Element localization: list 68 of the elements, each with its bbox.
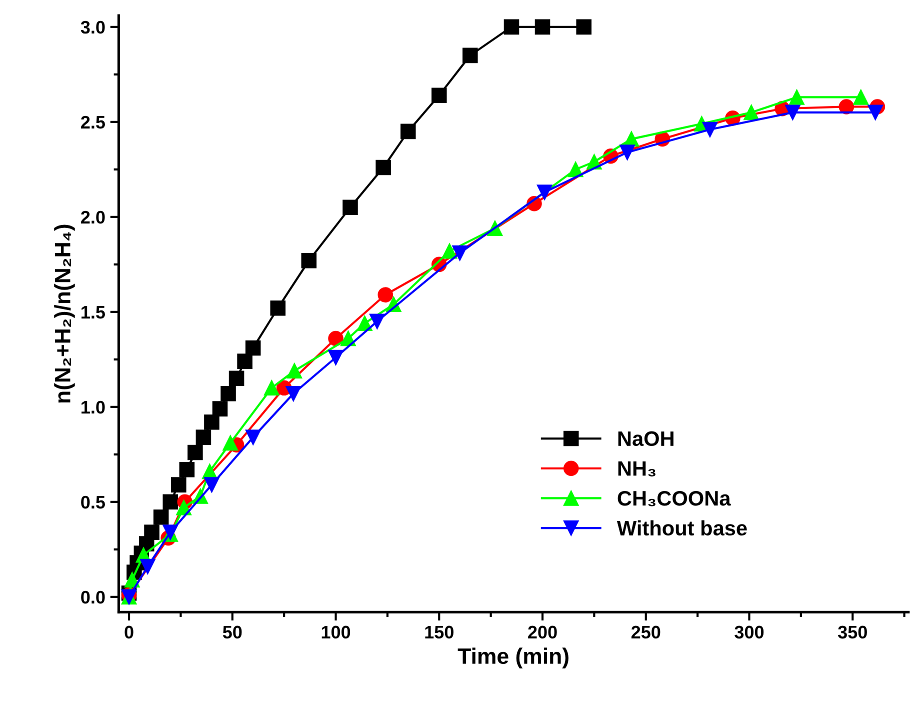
y-tick-label: 2.5 (81, 116, 105, 129)
x-tick-label: 200 (528, 626, 557, 639)
point (576, 19, 592, 35)
point (431, 88, 447, 103)
y-tick-label: 2.0 (81, 210, 105, 224)
x-tick-label: 350 (838, 626, 867, 639)
point (400, 124, 416, 140)
point (220, 386, 236, 402)
y-tick-label: 1.0 (82, 400, 105, 414)
point (342, 200, 358, 216)
point (237, 354, 252, 369)
legend-label: Without base (616, 520, 747, 536)
point (264, 380, 280, 396)
point (452, 245, 468, 261)
point (620, 144, 635, 160)
point (124, 572, 140, 588)
y-tick-label: 3.0 (80, 20, 105, 34)
point (462, 48, 478, 64)
x-axis-title: Time (min) (458, 648, 568, 668)
point (328, 350, 344, 366)
legend-label: NaOH (618, 431, 674, 446)
point (534, 19, 550, 35)
point (204, 414, 220, 430)
x-tick-label: 100 (322, 626, 350, 639)
point (744, 104, 759, 120)
y-axis-title: n(N₂+H₂)/n(N₂H₄) (54, 224, 75, 403)
point (212, 401, 228, 416)
point (357, 316, 372, 331)
point (140, 558, 156, 574)
point (153, 509, 169, 525)
point (328, 330, 344, 346)
point (504, 19, 520, 35)
point (702, 122, 718, 138)
point (222, 435, 238, 451)
point (868, 104, 883, 120)
point (376, 160, 391, 176)
point (245, 340, 261, 356)
point (171, 477, 186, 492)
x-tick-label: 0 (124, 626, 134, 639)
y-tick-label: 0.5 (81, 496, 105, 509)
x-tick-label: 150 (425, 626, 454, 639)
point (286, 386, 302, 402)
legend-label: CH₃COONa (618, 490, 731, 506)
point (162, 494, 178, 510)
x-tick-label: 50 (222, 626, 242, 639)
x-tick-label: 250 (631, 626, 660, 639)
point (369, 314, 385, 330)
point (270, 300, 286, 316)
point (188, 444, 203, 460)
point (789, 90, 804, 105)
point (785, 104, 800, 120)
point (853, 90, 869, 105)
point (442, 243, 458, 259)
y-tick-label: 1.5 (82, 306, 105, 319)
point (196, 430, 212, 445)
point (568, 162, 584, 178)
point (204, 477, 220, 492)
point (144, 524, 160, 540)
point (301, 252, 317, 268)
x-tick-label: 300 (734, 626, 764, 639)
point (286, 363, 302, 378)
point (378, 287, 394, 302)
point (228, 370, 244, 386)
legend-label: NH₃ (618, 461, 656, 476)
point (536, 184, 552, 200)
point (179, 462, 195, 478)
y-tick-label: 0.0 (81, 590, 105, 604)
point (245, 430, 261, 445)
